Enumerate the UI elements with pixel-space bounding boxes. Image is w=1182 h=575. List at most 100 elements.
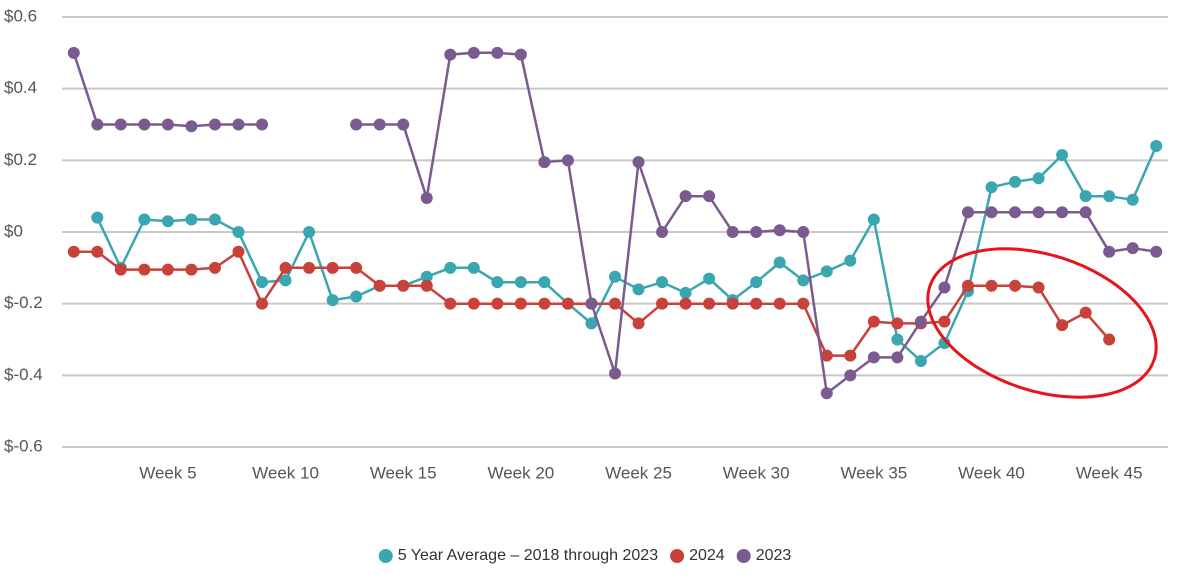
series-line [96, 145, 1158, 363]
data-point [161, 215, 174, 228]
data-point [985, 279, 998, 292]
data-point [679, 297, 692, 310]
data-point [750, 297, 763, 310]
data-point [797, 274, 810, 287]
data-point [750, 226, 763, 238]
data-point [538, 276, 551, 289]
legend-marker [378, 549, 393, 563]
data-point [208, 261, 221, 274]
data-point [514, 276, 527, 289]
data-point [867, 315, 880, 328]
data-point [467, 46, 480, 59]
data-point [1126, 193, 1139, 206]
data-point [656, 297, 669, 310]
x-tick-label: Week 15 [370, 463, 437, 482]
data-point [1056, 148, 1069, 161]
data-point [303, 226, 316, 238]
data-point [1103, 190, 1116, 203]
data-point [185, 213, 198, 226]
data-point [891, 317, 904, 330]
data-point [491, 276, 504, 289]
data-point [444, 261, 457, 274]
data-point [1079, 190, 1092, 203]
data-point [820, 387, 833, 400]
data-point [91, 245, 104, 258]
data-point [914, 355, 927, 367]
data-point [256, 297, 269, 310]
data-point [444, 297, 457, 310]
y-tick-label: $0.6 [4, 6, 37, 25]
data-point [491, 297, 504, 310]
data-point [91, 211, 104, 224]
y-tick-label: $0.2 [4, 150, 37, 169]
data-point [679, 190, 692, 203]
data-point [797, 297, 810, 310]
data-point [1103, 333, 1116, 346]
data-point [1056, 206, 1069, 219]
data-point [397, 279, 410, 292]
data-point [679, 286, 692, 299]
legend-label: 5 Year Average – 2018 through 2023 [398, 547, 658, 564]
highlight-ellipse [926, 247, 1158, 399]
data-point [514, 48, 527, 61]
data-point [585, 297, 598, 310]
data-point [820, 349, 833, 362]
data-point [773, 256, 786, 269]
data-point [797, 226, 810, 238]
data-point [1056, 319, 1069, 332]
legend-label: 2024 [689, 547, 725, 564]
data-point [726, 226, 739, 238]
data-point [491, 46, 504, 59]
y-tick-label: $0.4 [4, 78, 37, 97]
data-point [279, 261, 292, 274]
data-point [91, 118, 104, 131]
data-point [185, 120, 198, 133]
data-point [867, 351, 880, 364]
data-point [609, 367, 621, 380]
data-point [350, 290, 363, 303]
data-point [420, 279, 433, 292]
data-point [632, 283, 645, 296]
data-point [820, 265, 833, 278]
data-point [867, 213, 880, 226]
data-point [632, 156, 645, 169]
data-point [373, 279, 386, 292]
data-point [961, 279, 974, 292]
data-point [891, 351, 904, 364]
legend: 5 Year Average – 2018 through 2023 2024 20… [378, 547, 791, 564]
x-tick-label: Week 45 [1076, 463, 1143, 482]
data-point [1032, 281, 1045, 294]
data-point [891, 333, 904, 346]
data-point [985, 181, 998, 194]
data-point [138, 263, 151, 276]
data-point [726, 297, 739, 310]
data-point [303, 261, 316, 274]
data-point [67, 245, 80, 258]
data-point [703, 190, 716, 203]
data-point [1150, 245, 1163, 258]
data-point [538, 156, 551, 169]
legend-marker [736, 549, 751, 563]
data-point [1032, 172, 1045, 185]
data-point [67, 46, 80, 59]
data-point [279, 274, 292, 287]
data-point [1079, 306, 1092, 319]
data-point [985, 206, 998, 219]
series-line [72, 51, 1157, 396]
data-point [256, 276, 269, 289]
x-tick-label: Week 25 [605, 463, 672, 482]
x-tick-label: Week 20 [487, 463, 554, 482]
data-point [373, 118, 386, 131]
x-tick-label: Week 10 [252, 463, 319, 482]
data-point [420, 191, 433, 204]
data-point [138, 213, 151, 226]
data-point [350, 261, 363, 274]
y-tick-label: $-0.4 [4, 365, 43, 384]
legend-marker [670, 549, 685, 563]
data-point [1009, 175, 1022, 188]
data-point [444, 48, 457, 61]
data-point [467, 297, 480, 310]
data-point [232, 245, 245, 258]
x-tick-label: Week 40 [958, 463, 1025, 482]
